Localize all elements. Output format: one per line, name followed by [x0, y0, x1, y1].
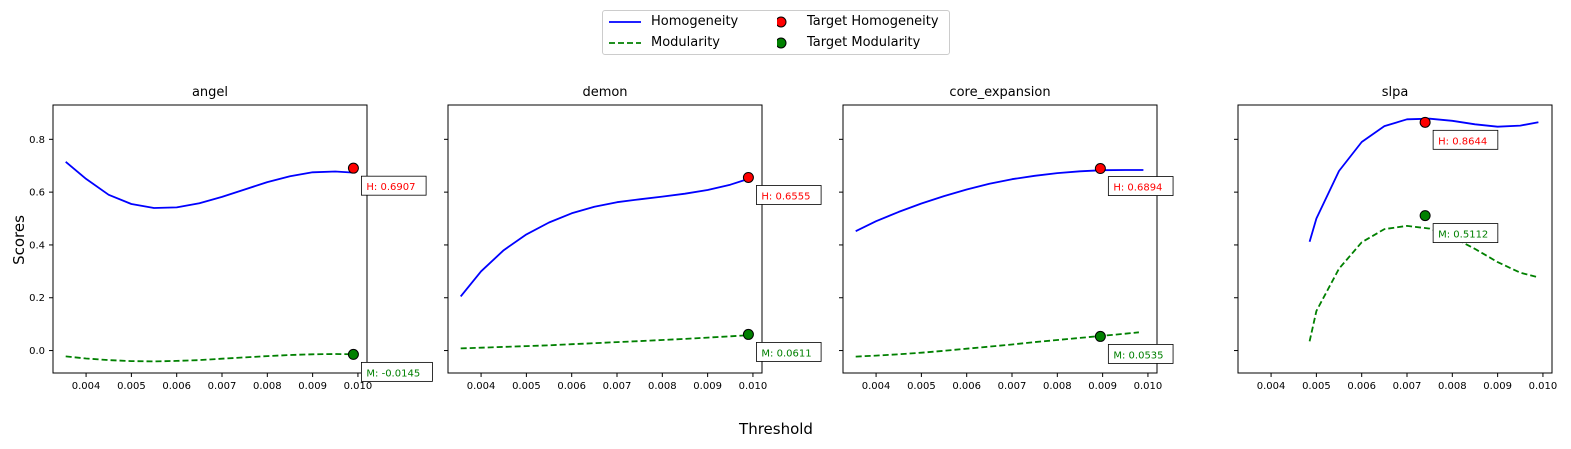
- subplot-angel: angel 0.0 0.2 0.4 0.6 0.8 0.004 0.005 0.006 0.007…: [29, 85, 433, 392]
- x-tick-label: 0.010: [1529, 381, 1558, 392]
- x-tick-label: 0.004: [467, 381, 496, 392]
- subplot-title: demon: [582, 85, 627, 100]
- x-tick-label: 0.004: [1257, 381, 1286, 392]
- x-tick-label: 0.004: [72, 381, 101, 392]
- series-modularity-line: [1308, 224, 1539, 342]
- series-modularity-line: [65, 353, 354, 363]
- x-tick-label: 0.005: [1302, 381, 1331, 392]
- target-modularity-label-box: [756, 342, 822, 362]
- x-tick-label: 0.009: [693, 381, 722, 392]
- subplot-title: angel: [192, 85, 228, 100]
- y-axis-label: Scores: [10, 215, 28, 265]
- legend-item-target-homogeneity: Target Homogeneity: [775, 14, 939, 34]
- target-homogeneity-label-box: [1432, 129, 1499, 150]
- legend-item-target-modularity: Target Modularity: [775, 35, 920, 55]
- x-tick-label: 0.010: [739, 381, 768, 392]
- y-tick-label: 0.6: [29, 188, 45, 199]
- target-homogeneity-point: [1094, 163, 1106, 175]
- legend-item-modularity: Modularity: [607, 35, 720, 55]
- subplot-core_expansion: core_expansion 0.004 0.005 0.006 0.007 0.008 0…: [839, 85, 1174, 392]
- target-modularity-label: M: 0.0535: [1113, 350, 1163, 361]
- legend-label: Modularity: [651, 35, 720, 50]
- plot-frame: [447, 104, 763, 374]
- y-tick-label: 0.8: [29, 135, 45, 146]
- target-homogeneity-label-box: [756, 185, 822, 205]
- x-tick-label: 0.004: [862, 381, 891, 392]
- x-tick-label: 0.005: [117, 381, 146, 392]
- target-homogeneity-label-box: [361, 175, 427, 196]
- target-homogeneity-label: H: 0.6555: [761, 191, 810, 202]
- legend-item-homogeneity: Homogeneity: [607, 14, 738, 34]
- x-tick-label: 0.007: [998, 381, 1027, 392]
- y-tick-label: 0.4: [29, 240, 45, 251]
- x-tick-label: 0.010: [344, 381, 373, 392]
- x-tick-label: 0.008: [648, 381, 677, 392]
- target-modularity-label-box: [1107, 344, 1174, 364]
- target-modularity-label: M: 0.5112: [1438, 230, 1488, 241]
- x-tick-label: 0.006: [557, 381, 586, 392]
- target-modularity-label: M: -0.0145: [366, 368, 420, 379]
- target-modularity-point: [1094, 330, 1106, 342]
- target-modularity-point: [742, 328, 754, 340]
- plot-frame: [1237, 104, 1553, 374]
- series-modularity-line: [460, 334, 749, 350]
- x-tick-label: 0.008: [1043, 381, 1072, 392]
- y-tick-label: 0.0: [29, 346, 45, 357]
- target-modularity-point: [347, 348, 359, 360]
- series-homogeneity-line: [855, 169, 1144, 233]
- x-tick-label: 0.009: [298, 381, 327, 392]
- target-homogeneity-label: H: 0.6894: [1113, 183, 1162, 194]
- x-tick-label: 0.005: [907, 381, 936, 392]
- x-tick-label: 0.006: [952, 381, 981, 392]
- series-homogeneity-line: [1308, 117, 1539, 243]
- x-tick-label: 0.006: [162, 381, 191, 392]
- plot-frame: [52, 104, 368, 374]
- x-tick-label: 0.009: [1483, 381, 1512, 392]
- legend-label: Target Homogeneity: [807, 14, 939, 29]
- x-axis-label: Threshold: [738, 420, 813, 438]
- target-homogeneity-point: [742, 171, 754, 183]
- subplot-demon: demon 0.004 0.005 0.006 0.007 0.008 0.009 0.010…: [444, 85, 822, 392]
- legend-label: Homogeneity: [651, 14, 739, 29]
- series-homogeneity-line: [460, 178, 749, 297]
- target-homogeneity-label: H: 0.8644: [1438, 136, 1487, 147]
- series-homogeneity-line: [65, 161, 354, 209]
- plot-frame: [842, 104, 1158, 374]
- target-modularity-label-box: [361, 361, 433, 382]
- target-homogeneity-point: [1419, 116, 1431, 128]
- target-modularity-label-box: [1432, 223, 1499, 243]
- subplot-title: slpa: [1382, 85, 1409, 100]
- x-tick-label: 0.008: [253, 381, 282, 392]
- x-tick-label: 0.005: [512, 381, 541, 392]
- x-tick-label: 0.008: [1438, 381, 1467, 392]
- chart-legend: Homogeneity Modularity Target Homogeneit…: [602, 10, 950, 55]
- legend-line-dashed-icon: [609, 42, 641, 44]
- x-tick-label: 0.010: [1134, 381, 1163, 392]
- target-homogeneity-label: H: 0.6907: [366, 182, 415, 193]
- target-homogeneity-point: [347, 162, 359, 174]
- target-modularity-point: [1419, 210, 1431, 222]
- legend-line-solid-icon: [609, 21, 641, 23]
- legend-label: Target Modularity: [807, 35, 921, 50]
- subplot-title: core_expansion: [949, 85, 1050, 100]
- subplot-slpa: slpa 0.004 0.005 0.006 0.007 0.008 0.009 0.010 H…: [1234, 85, 1557, 392]
- target-modularity-label: M: 0.0611: [761, 348, 811, 359]
- x-tick-label: 0.009: [1088, 381, 1117, 392]
- y-tick-label: 0.2: [29, 293, 45, 304]
- x-tick-label: 0.007: [603, 381, 632, 392]
- x-tick-label: 0.007: [208, 381, 237, 392]
- target-homogeneity-label-box: [1107, 176, 1174, 196]
- x-tick-label: 0.006: [1347, 381, 1376, 392]
- x-tick-label: 0.007: [1393, 381, 1422, 392]
